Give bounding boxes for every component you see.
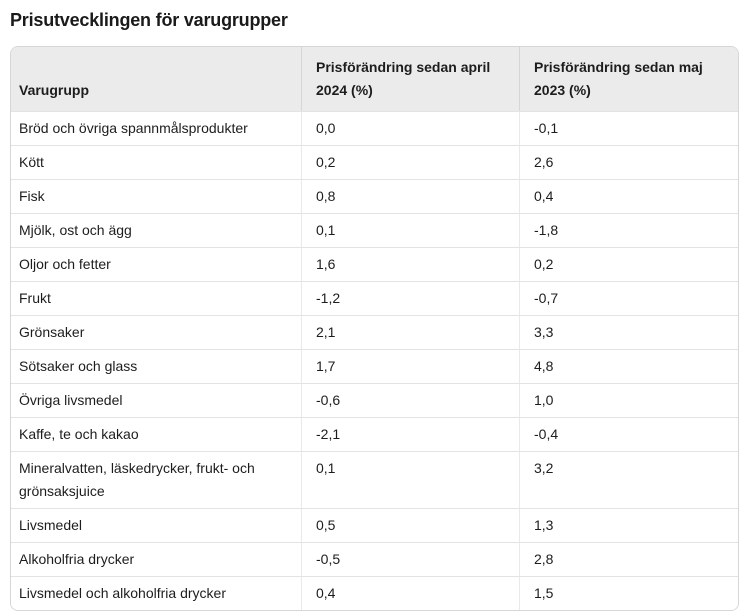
table-row: Alkoholfria drycker -0,5 2,8 bbox=[11, 542, 738, 576]
cell-april-2024: -2,1 bbox=[301, 417, 519, 451]
table-row: Livsmedel och alkoholfria drycker 0,4 1,… bbox=[11, 576, 738, 610]
cell-maj-2023: 0,4 bbox=[519, 179, 738, 213]
cell-varugrupp: Mjölk, ost och ägg bbox=[11, 213, 301, 247]
cell-varugrupp: Övriga livsmedel bbox=[11, 383, 301, 417]
page-title: Prisutvecklingen för varugrupper bbox=[10, 10, 288, 30]
cell-maj-2023: 1,0 bbox=[519, 383, 738, 417]
table-row: Sötsaker och glass 1,7 4,8 bbox=[11, 349, 738, 383]
cell-varugrupp: Mineralvatten, läskedrycker, frukt- och … bbox=[11, 451, 301, 508]
table-header: Varugrupp Prisförändring sedan april 202… bbox=[11, 47, 738, 111]
page: Prisutvecklingen för varugrupper Varugru… bbox=[10, 10, 739, 611]
cell-maj-2023: -1,8 bbox=[519, 213, 738, 247]
cell-varugrupp: Alkoholfria drycker bbox=[11, 542, 301, 576]
cell-maj-2023: -0,4 bbox=[519, 417, 738, 451]
cell-varugrupp: Oljor och fetter bbox=[11, 247, 301, 281]
cell-april-2024: 0,1 bbox=[301, 451, 519, 508]
cell-maj-2023: 1,3 bbox=[519, 508, 738, 542]
table-row: Mjölk, ost och ägg 0,1 -1,8 bbox=[11, 213, 738, 247]
table-row: Livsmedel 0,5 1,3 bbox=[11, 508, 738, 542]
cell-april-2024: 2,1 bbox=[301, 315, 519, 349]
column-header-varugrupp: Varugrupp bbox=[11, 47, 301, 111]
cell-maj-2023: 4,8 bbox=[519, 349, 738, 383]
cell-april-2024: 1,7 bbox=[301, 349, 519, 383]
table-row: Oljor och fetter 1,6 0,2 bbox=[11, 247, 738, 281]
cell-varugrupp: Frukt bbox=[11, 281, 301, 315]
table-row: Frukt -1,2 -0,7 bbox=[11, 281, 738, 315]
cell-varugrupp: Grönsaker bbox=[11, 315, 301, 349]
cell-april-2024: -1,2 bbox=[301, 281, 519, 315]
cell-maj-2023: 3,3 bbox=[519, 315, 738, 349]
table-row: Grönsaker 2,1 3,3 bbox=[11, 315, 738, 349]
cell-april-2024: -0,6 bbox=[301, 383, 519, 417]
cell-april-2024: 0,5 bbox=[301, 508, 519, 542]
table-row: Fisk 0,8 0,4 bbox=[11, 179, 738, 213]
table-row: Kött 0,2 2,6 bbox=[11, 145, 738, 179]
column-header-april-2024: Prisförändring sedan april 2024 (%) bbox=[301, 47, 519, 111]
cell-maj-2023: 1,5 bbox=[519, 576, 738, 610]
table-row: Mineralvatten, läskedrycker, frukt- och … bbox=[11, 451, 738, 508]
cell-varugrupp: Kaffe, te och kakao bbox=[11, 417, 301, 451]
cell-maj-2023: 0,2 bbox=[519, 247, 738, 281]
cell-varugrupp: Fisk bbox=[11, 179, 301, 213]
cell-maj-2023: -0,1 bbox=[519, 111, 738, 145]
cell-varugrupp: Livsmedel bbox=[11, 508, 301, 542]
column-header-maj-2023: Prisförändring sedan maj 2023 (%) bbox=[519, 47, 738, 111]
table-body: Bröd och övriga spannmålsprodukter 0,0 -… bbox=[11, 111, 738, 610]
table-row: Kaffe, te och kakao -2,1 -0,4 bbox=[11, 417, 738, 451]
cell-maj-2023: 2,6 bbox=[519, 145, 738, 179]
table-row: Övriga livsmedel -0,6 1,0 bbox=[11, 383, 738, 417]
cell-maj-2023: 3,2 bbox=[519, 451, 738, 508]
table-row: Bröd och övriga spannmålsprodukter 0,0 -… bbox=[11, 111, 738, 145]
header-row: Varugrupp Prisförändring sedan april 202… bbox=[11, 47, 738, 111]
cell-april-2024: 0,0 bbox=[301, 111, 519, 145]
cell-april-2024: 0,2 bbox=[301, 145, 519, 179]
cell-april-2024: -0,5 bbox=[301, 542, 519, 576]
cell-maj-2023: -0,7 bbox=[519, 281, 738, 315]
cell-varugrupp: Kött bbox=[11, 145, 301, 179]
cell-varugrupp: Livsmedel och alkoholfria drycker bbox=[11, 576, 301, 610]
cell-april-2024: 1,6 bbox=[301, 247, 519, 281]
cell-varugrupp: Sötsaker och glass bbox=[11, 349, 301, 383]
cell-april-2024: 0,1 bbox=[301, 213, 519, 247]
cell-maj-2023: 2,8 bbox=[519, 542, 738, 576]
cell-april-2024: 0,4 bbox=[301, 576, 519, 610]
cell-april-2024: 0,8 bbox=[301, 179, 519, 213]
cell-varugrupp: Bröd och övriga spannmålsprodukter bbox=[11, 111, 301, 145]
price-development-table: Varugrupp Prisförändring sedan april 202… bbox=[10, 46, 739, 611]
